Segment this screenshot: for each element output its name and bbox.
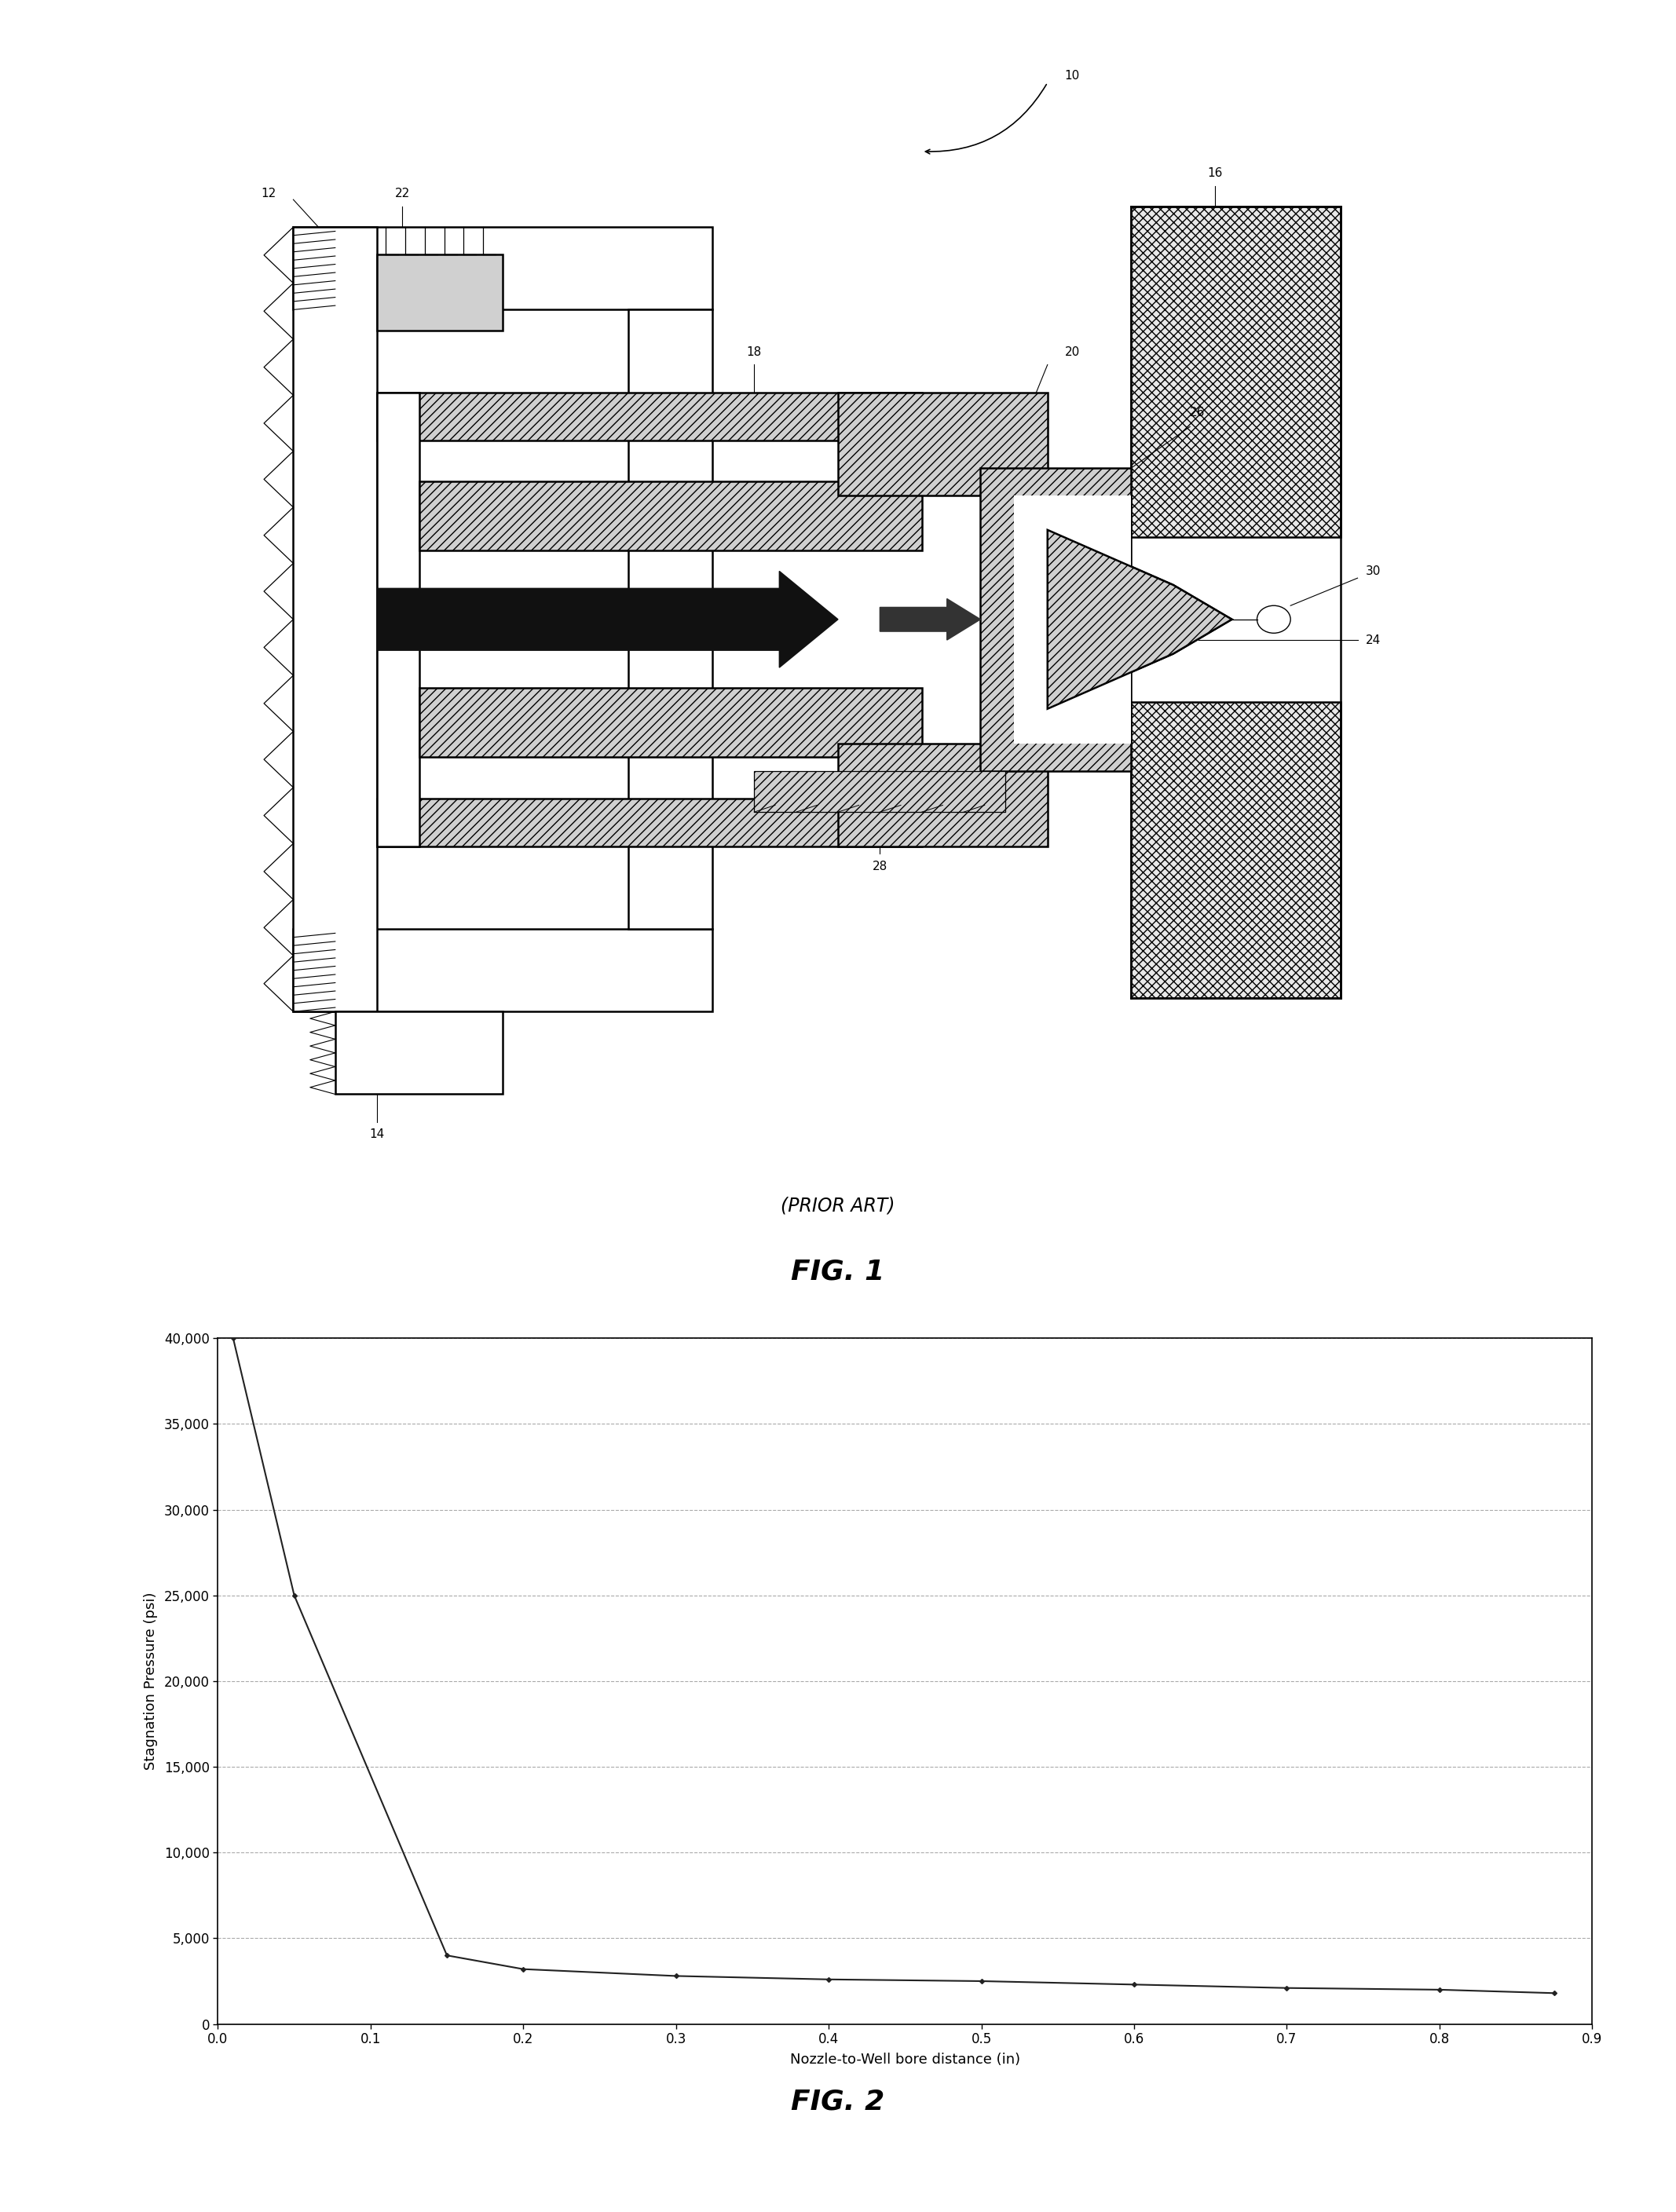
Bar [1131,206,1341,538]
Bar [335,1011,503,1095]
FancyArrow shape [377,571,838,668]
Text: 12: 12 [260,188,277,199]
Text: 18: 18 [746,345,763,358]
Bar [377,799,922,847]
Bar [293,228,377,1011]
Bar [377,392,922,440]
Polygon shape [1048,531,1232,708]
Text: (PRIOR ART): (PRIOR ART) [781,1197,895,1214]
Text: 10: 10 [1064,71,1079,82]
Bar [1014,495,1131,743]
Bar [838,392,1048,495]
FancyArrow shape [880,599,980,639]
Text: FIG. 2: FIG. 2 [791,2088,885,2115]
Text: 14: 14 [369,1128,385,1141]
Text: 30: 30 [1366,566,1381,577]
Bar [754,770,1006,812]
Text: 24: 24 [1366,635,1381,646]
Bar [1014,531,1131,708]
Y-axis label: Stagnation Pressure (psi): Stagnation Pressure (psi) [144,1593,158,1770]
Bar [980,469,1131,770]
Bar [1131,701,1341,998]
X-axis label: Nozzle-to-Well bore distance (in): Nozzle-to-Well bore distance (in) [789,2053,1021,2066]
Bar [628,310,712,929]
Bar [419,482,922,551]
Circle shape [1257,606,1291,633]
Text: FIG. 1: FIG. 1 [791,1259,885,1285]
Text: 20: 20 [1064,345,1081,358]
Polygon shape [1048,531,1232,708]
Text: 28: 28 [872,860,888,872]
Text: 26: 26 [1190,407,1205,418]
Bar [293,929,712,1011]
Bar [419,688,922,757]
Bar [377,254,503,330]
Text: 16: 16 [1207,168,1223,179]
Bar [293,228,712,310]
Bar [377,392,419,847]
Text: 22: 22 [394,188,411,199]
Bar [838,743,1048,847]
